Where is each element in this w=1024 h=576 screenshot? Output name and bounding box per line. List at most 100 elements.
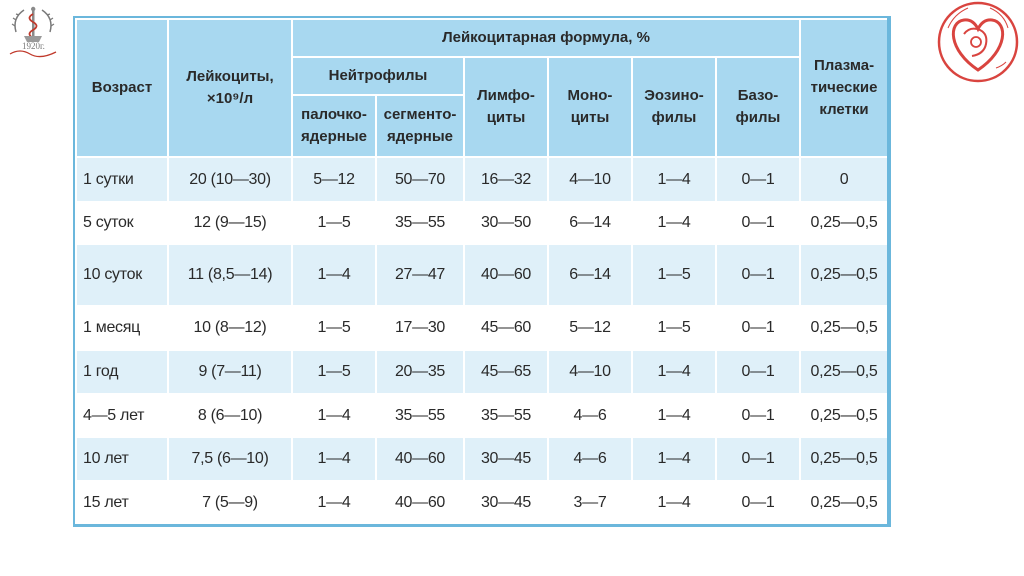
cell-plasma: 0,25—0,5 — [799, 349, 890, 395]
cell-age: 15 лет — [75, 480, 169, 525]
cell-seg: 35—55 — [375, 393, 465, 438]
caduceus-emblem-icon — [9, 6, 57, 58]
header-leukocytes-label: Лейкоциты, ×10⁹/л — [186, 68, 274, 107]
cell-mono: 6—14 — [547, 243, 633, 307]
cell-seg: 40—60 — [375, 436, 465, 482]
cell-band: 1—4 — [291, 393, 377, 438]
cell-eos: 1—5 — [631, 305, 717, 351]
cell-band: 5—12 — [291, 156, 377, 203]
cell-eos: 1—4 — [631, 156, 717, 203]
header-basophils: Базо-филы — [714, 56, 802, 158]
cell-band: 1—5 — [291, 201, 377, 245]
cell-leuk: 12 (9—15) — [167, 201, 293, 245]
cell-baso: 0—1 — [714, 305, 802, 351]
cell-band: 1—5 — [291, 349, 377, 395]
leukocyte-formula-table: Возраст Лейкоциты, ×10⁹/л Лейкоцитарная … — [72, 16, 892, 527]
table-row: 10 лет 7,5 (6—10) 1—4 40—60 30—45 4—6 1—4 0—1 0,… — [75, 436, 890, 482]
university-logo: 1920г. — [4, 2, 62, 62]
table-row: 1 сутки 20 (10—30) 5—12 50—70 16—32 4—10 1—4 0—… — [75, 156, 890, 203]
cell-mono: 4—10 — [547, 156, 633, 203]
cell-lymph: 45—60 — [463, 305, 549, 351]
cell-band: 1—4 — [291, 243, 377, 307]
cell-lymph: 16—32 — [463, 156, 549, 203]
table-row: 4—5 лет 8 (6—10) 1—4 35—55 35—55 4—6 1—4 0—1 0,2… — [75, 393, 890, 438]
cell-age: 1 сутки — [75, 156, 169, 203]
cell-eos: 1—5 — [631, 243, 717, 307]
table-body: 1 сутки 20 (10—30) 5—12 50—70 16—32 4—10 1—4 0—… — [75, 156, 890, 525]
cell-eos: 1—4 — [631, 349, 717, 395]
cell-seg: 27—47 — [375, 243, 465, 307]
cell-baso: 0—1 — [714, 349, 802, 395]
cell-mono: 6—14 — [547, 201, 633, 245]
cell-eos: 1—4 — [631, 201, 717, 245]
cell-seg: 50—70 — [375, 156, 465, 203]
cell-lymph: 45—65 — [463, 349, 549, 395]
header-band-neutrophils: палочко-ядерные — [291, 94, 377, 158]
cell-age: 5 суток — [75, 201, 169, 245]
header-leukocyte-formula: Лейкоцитарная формула, % — [290, 18, 802, 58]
table-row: 5 суток 12 (9—15) 1—5 35—55 30—50 6—14 1—4 0—1 0… — [75, 201, 890, 245]
header-segmented-neutrophils: сегменто-ядерные — [375, 94, 465, 158]
cell-baso: 0—1 — [714, 201, 802, 245]
cell-band: 1—4 — [291, 480, 377, 525]
cell-band: 1—5 — [291, 305, 377, 351]
cell-age: 1 месяц — [75, 305, 169, 351]
cell-leuk: 9 (7—11) — [167, 349, 293, 395]
cell-plasma: 0,25—0,5 — [799, 305, 890, 351]
cell-seg: 20—35 — [375, 349, 465, 395]
cell-plasma: 0,25—0,5 — [799, 393, 890, 438]
cell-eos: 1—4 — [631, 436, 717, 482]
cell-baso: 0—1 — [714, 480, 802, 525]
cell-baso: 0—1 — [714, 393, 802, 438]
cell-mono: 5—12 — [547, 305, 633, 351]
cell-age: 10 лет — [75, 436, 169, 482]
table-row: 1 месяц 10 (8—12) 1—5 17—30 45—60 5—12 1—5 0—1 0… — [75, 305, 890, 351]
header-neutrophils: Нейтрофилы — [291, 56, 465, 96]
cell-eos: 1—4 — [631, 393, 717, 438]
cell-band: 1—4 — [291, 436, 377, 482]
cell-mono: 4—10 — [547, 349, 633, 395]
table-row: 15 лет 7 (5—9) 1—4 40—60 30—45 3—7 1—4 0—1 0,25—… — [75, 480, 890, 525]
header-plasma-cells: Плазма-тические клетки — [799, 18, 890, 158]
cell-plasma: 0,25—0,5 — [799, 480, 890, 525]
cell-lymph: 30—45 — [463, 436, 549, 482]
cell-mono: 4—6 — [547, 393, 633, 438]
heart-mother-child-icon — [937, 1, 1019, 83]
header-lymphocytes: Лимфо-циты — [463, 56, 549, 158]
cell-lymph: 30—50 — [463, 201, 549, 245]
header-leukocytes: Лейкоциты, ×10⁹/л — [167, 18, 293, 158]
cell-leuk: 7,5 (6—10) — [167, 436, 293, 482]
cell-mono: 4—6 — [547, 436, 633, 482]
cell-leuk: 11 (8,5—14) — [167, 243, 293, 307]
cell-age: 1 год — [75, 349, 169, 395]
cell-lymph: 40—60 — [463, 243, 549, 307]
cell-mono: 3—7 — [547, 480, 633, 525]
cell-plasma: 0,25—0,5 — [799, 201, 890, 245]
cell-age: 4—5 лет — [75, 393, 169, 438]
cell-baso: 0—1 — [714, 436, 802, 482]
table-row: 1 год 9 (7—11) 1—5 20—35 45—65 4—10 1—4 0—1 0,25… — [75, 349, 890, 395]
cell-plasma: 0 — [799, 156, 890, 203]
cell-leuk: 8 (6—10) — [167, 393, 293, 438]
table-header: Возраст Лейкоциты, ×10⁹/л Лейкоцитарная … — [75, 18, 890, 158]
pediatrics-department-logo — [934, 0, 1022, 84]
cell-leuk: 20 (10—30) — [167, 156, 293, 203]
header-eosinophils: Эозино-филы — [631, 56, 717, 158]
leukocyte-formula-table-container: Возраст Лейкоциты, ×10⁹/л Лейкоцитарная … — [72, 16, 892, 527]
cell-baso: 0—1 — [714, 156, 802, 203]
table-row: 10 суток 11 (8,5—14) 1—4 27—47 40—60 6—14 1—5 0… — [75, 243, 890, 307]
logo-year-text: 1920г. — [22, 41, 45, 51]
cell-lymph: 30—45 — [463, 480, 549, 525]
cell-age: 10 суток — [75, 243, 169, 307]
cell-plasma: 0,25—0,5 — [799, 436, 890, 482]
cell-seg: 35—55 — [375, 201, 465, 245]
header-age: Возраст — [75, 18, 169, 158]
cell-eos: 1—4 — [631, 480, 717, 525]
cell-lymph: 35—55 — [463, 393, 549, 438]
cell-baso: 0—1 — [714, 243, 802, 307]
cell-seg: 17—30 — [375, 305, 465, 351]
cell-leuk: 7 (5—9) — [167, 480, 293, 525]
header-monocytes: Моно-циты — [547, 56, 633, 158]
cell-plasma: 0,25—0,5 — [799, 243, 890, 307]
cell-seg: 40—60 — [375, 480, 465, 525]
